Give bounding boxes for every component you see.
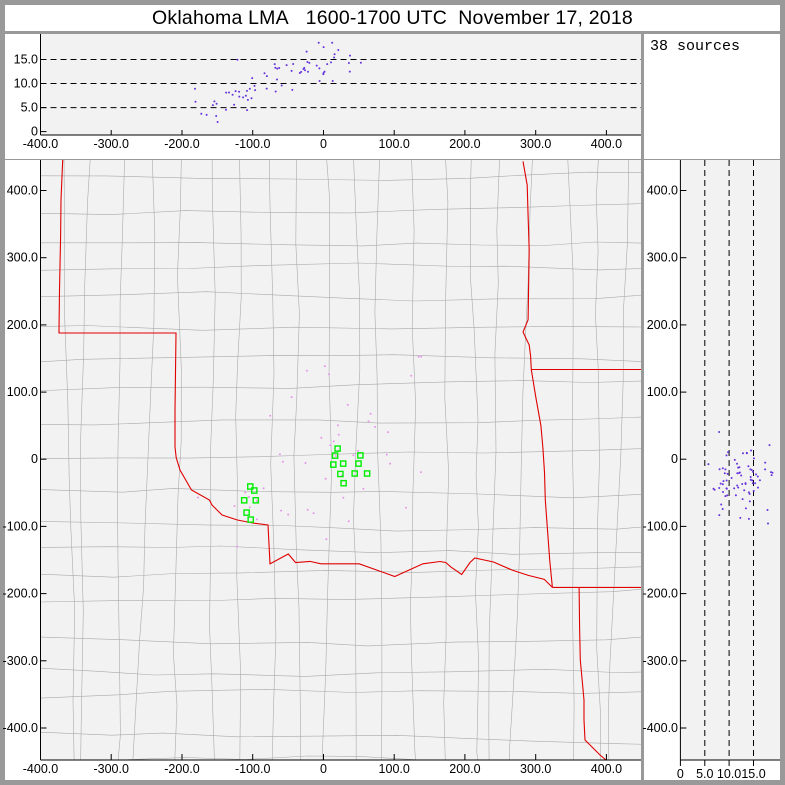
- svg-text:400.0: 400.0: [7, 184, 38, 198]
- svg-text:5.0: 5.0: [21, 101, 38, 115]
- svg-text:-400.0: -400.0: [3, 721, 38, 735]
- svg-text:200.0: 200.0: [449, 137, 480, 151]
- svg-text:-100.0: -100.0: [3, 519, 38, 533]
- svg-text:300.0: 300.0: [520, 137, 551, 151]
- svg-text:-300.0: -300.0: [93, 137, 128, 151]
- svg-text:200.0: 200.0: [7, 318, 38, 332]
- svg-text:300.0: 300.0: [7, 251, 38, 265]
- svg-text:-300.0: -300.0: [93, 762, 128, 776]
- svg-text:200.0: 200.0: [449, 762, 480, 776]
- svg-text:-200.0: -200.0: [164, 762, 199, 776]
- svg-text:-200.0: -200.0: [164, 137, 199, 151]
- svg-text:100.0: 100.0: [7, 385, 38, 399]
- svg-text:-400.0: -400.0: [643, 721, 678, 735]
- svg-text:0: 0: [320, 762, 327, 776]
- svg-text:-300.0: -300.0: [3, 654, 38, 668]
- svg-text:-100.0: -100.0: [235, 762, 270, 776]
- svg-text:0: 0: [31, 452, 38, 466]
- svg-text:-200.0: -200.0: [3, 587, 38, 601]
- svg-text:-100.0: -100.0: [235, 137, 270, 151]
- svg-text:-400.0: -400.0: [23, 137, 58, 151]
- svg-text:5.0: 5.0: [696, 767, 713, 781]
- svg-text:100.0: 100.0: [379, 137, 410, 151]
- svg-text:400.0: 400.0: [647, 184, 678, 198]
- svg-text:15.0: 15.0: [14, 53, 38, 67]
- svg-text:0: 0: [671, 452, 678, 466]
- svg-text:300.0: 300.0: [520, 762, 551, 776]
- svg-text:-100.0: -100.0: [643, 519, 678, 533]
- svg-text:400.0: 400.0: [591, 137, 622, 151]
- svg-text:0: 0: [677, 767, 684, 781]
- svg-text:10.0: 10.0: [14, 77, 38, 91]
- svg-text:-300.0: -300.0: [643, 654, 678, 668]
- svg-text:0: 0: [31, 125, 38, 139]
- svg-text:200.0: 200.0: [647, 318, 678, 332]
- svg-text:-200.0: -200.0: [643, 587, 678, 601]
- svg-text:400.0: 400.0: [591, 762, 622, 776]
- svg-text:10.0: 10.0: [717, 767, 741, 781]
- svg-text:300.0: 300.0: [647, 251, 678, 265]
- svg-text:0: 0: [320, 137, 327, 151]
- svg-text:15.0: 15.0: [741, 767, 765, 781]
- svg-text:100.0: 100.0: [379, 762, 410, 776]
- svg-text:100.0: 100.0: [647, 385, 678, 399]
- svg-text:-400.0: -400.0: [23, 762, 58, 776]
